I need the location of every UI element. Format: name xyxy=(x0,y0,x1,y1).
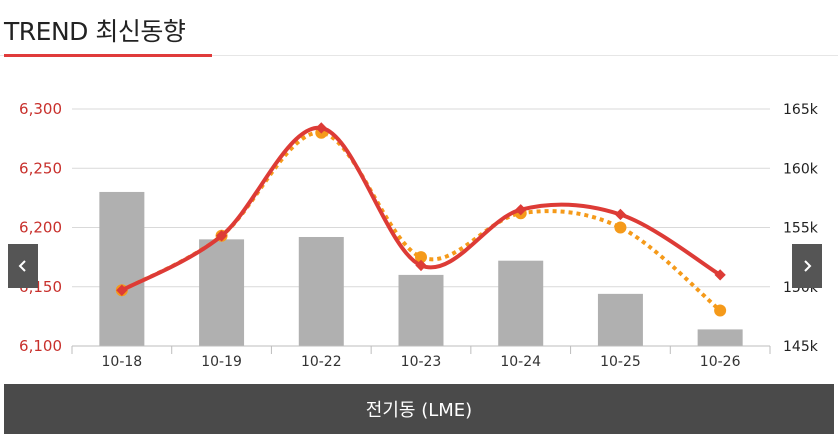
bar xyxy=(99,191,145,346)
right-axis-tick: 165k xyxy=(783,102,819,118)
data-point-dotted xyxy=(614,221,627,234)
header: TREND 최신동향 xyxy=(0,0,838,60)
left-axis-tick: 6,200 xyxy=(19,219,62,237)
next-button[interactable] xyxy=(792,244,822,288)
chevron-right-icon xyxy=(804,260,812,272)
left-axis-tick: 6,300 xyxy=(19,100,62,118)
page-title: TREND 최신동향 xyxy=(4,17,186,46)
data-point-dotted xyxy=(714,304,727,317)
x-axis-tick: 10-25 xyxy=(600,354,641,370)
trend-chart: 6,1006,1506,2006,2506,300145k150k155k160… xyxy=(19,100,819,370)
left-axis-tick: 6,250 xyxy=(19,159,62,177)
header-accent-underline xyxy=(4,54,212,57)
bar xyxy=(199,239,245,346)
header-divider xyxy=(0,55,838,56)
x-axis-tick: 10-22 xyxy=(301,354,342,370)
prev-button[interactable] xyxy=(8,244,38,288)
x-axis-tick: 10-23 xyxy=(401,354,442,370)
bar xyxy=(697,329,743,346)
data-point-solid xyxy=(614,208,627,221)
right-axis-tick: 160k xyxy=(783,161,819,177)
x-axis-tick: 10-24 xyxy=(500,354,541,370)
right-axis-tick: 145k xyxy=(783,339,819,355)
bar xyxy=(597,293,643,346)
data-point-dotted xyxy=(415,251,427,264)
chevron-left-icon xyxy=(18,260,26,272)
x-axis-tick: 10-19 xyxy=(201,354,242,370)
bar xyxy=(498,260,544,346)
right-axis-tick: 155k xyxy=(783,221,819,237)
bar xyxy=(398,274,444,346)
left-axis-tick: 6,100 xyxy=(19,337,62,355)
x-axis-tick: 10-26 xyxy=(700,354,741,370)
commodity-label: 전기동 (LME) xyxy=(365,400,473,421)
x-axis-tick: 10-18 xyxy=(102,354,143,370)
data-point-solid xyxy=(415,259,427,272)
commodity-label-bar[interactable]: 전기동 (LME) xyxy=(4,384,834,434)
data-point-solid xyxy=(714,269,726,281)
data-point-solid xyxy=(215,230,228,242)
bar xyxy=(298,236,344,346)
data-point-solid xyxy=(515,204,527,216)
